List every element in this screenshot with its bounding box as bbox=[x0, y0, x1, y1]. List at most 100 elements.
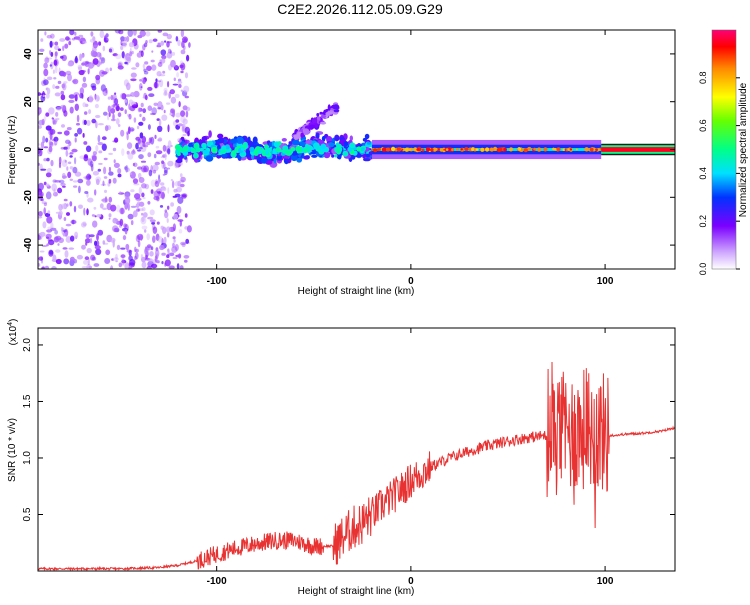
noise-speckle bbox=[129, 259, 136, 266]
noise-speckle bbox=[119, 107, 124, 111]
colorbar-label: Normalized spectral amplitude bbox=[738, 82, 749, 217]
noise-speckle bbox=[155, 145, 160, 149]
noise-speckle bbox=[76, 114, 80, 123]
line-peak bbox=[432, 147, 437, 152]
noise-speckle bbox=[93, 263, 100, 267]
noise-speckle bbox=[178, 253, 182, 259]
noise-speckle bbox=[69, 151, 74, 155]
noise-speckle bbox=[160, 40, 165, 46]
noise-speckle bbox=[47, 76, 53, 81]
noise-speckle bbox=[177, 219, 184, 222]
noise-speckle bbox=[124, 109, 127, 115]
noise-speckle bbox=[40, 38, 44, 42]
noise-speckle bbox=[101, 143, 107, 151]
noise-speckle bbox=[54, 45, 60, 51]
line-peak bbox=[556, 147, 561, 152]
line-peak bbox=[443, 148, 446, 151]
noise-speckle bbox=[57, 48, 62, 51]
noise-speckle bbox=[83, 207, 86, 216]
noise-speckle bbox=[170, 178, 174, 182]
noise-speckle bbox=[148, 93, 155, 97]
line-peak bbox=[552, 147, 555, 151]
noise-speckle bbox=[60, 55, 64, 59]
noise-speckle bbox=[87, 197, 94, 203]
noise-speckle bbox=[68, 247, 75, 250]
spectral-blob bbox=[205, 155, 214, 162]
noise-speckle bbox=[82, 40, 87, 44]
noise-speckle bbox=[43, 181, 47, 186]
noise-speckle bbox=[148, 39, 153, 44]
noise-speckle bbox=[65, 149, 69, 157]
snr-y-multiplier-exponent: 4 bbox=[7, 322, 14, 326]
noise-speckle bbox=[145, 40, 148, 44]
noise-speckle bbox=[63, 198, 68, 202]
noise-speckle bbox=[163, 236, 167, 244]
noise-speckle bbox=[141, 261, 147, 269]
line-peak bbox=[471, 147, 475, 151]
line-peak bbox=[589, 147, 594, 152]
noise-speckle bbox=[94, 245, 101, 250]
noise-speckle bbox=[69, 166, 74, 170]
spectral-blob bbox=[331, 154, 335, 158]
noise-speckle bbox=[62, 71, 67, 77]
noise-speckle bbox=[57, 131, 63, 135]
noise-speckle bbox=[45, 55, 49, 62]
noise-speckle bbox=[69, 178, 74, 181]
noise-speckle bbox=[178, 101, 181, 108]
noise-speckle bbox=[88, 109, 92, 115]
noise-speckle bbox=[150, 246, 154, 251]
noise-speckle bbox=[45, 183, 50, 187]
noise-speckle bbox=[129, 51, 133, 57]
snr-panel: -100 0 100 0.5 1.0 1.5 2.0 Height of straight … bbox=[7, 319, 676, 597]
snr-x-tick-label: 0 bbox=[408, 576, 414, 587]
noise-speckle bbox=[62, 175, 67, 179]
noise-speckle bbox=[153, 81, 159, 89]
noise-speckle bbox=[111, 118, 116, 122]
noise-speckle bbox=[161, 114, 168, 121]
noise-speckle bbox=[167, 232, 170, 238]
noise-speckle bbox=[41, 245, 48, 247]
noise-speckle bbox=[40, 168, 47, 171]
spectral-blob bbox=[288, 141, 293, 145]
spectral-core bbox=[253, 150, 259, 156]
noise-speckle bbox=[108, 171, 114, 176]
noise-speckle bbox=[138, 147, 143, 150]
noise-speckle bbox=[139, 79, 142, 82]
noise-speckle bbox=[62, 185, 66, 188]
noise-speckle bbox=[125, 167, 130, 172]
noise-speckle bbox=[115, 53, 122, 60]
spectral-blob bbox=[281, 138, 287, 142]
noise-speckle bbox=[120, 36, 125, 42]
noise-speckle bbox=[137, 166, 143, 170]
noise-speckle bbox=[135, 203, 140, 209]
noise-speckle bbox=[108, 152, 113, 155]
noise-speckle bbox=[169, 89, 175, 95]
noise-speckle bbox=[54, 119, 58, 123]
noise-speckle bbox=[96, 233, 99, 241]
noise-speckle bbox=[115, 253, 118, 260]
noise-speckle bbox=[48, 145, 53, 153]
noise-speckle bbox=[73, 92, 80, 96]
noise-speckle bbox=[90, 31, 94, 37]
spectrogram-x-tick-label: 0 bbox=[408, 276, 414, 287]
noise-speckle bbox=[155, 179, 158, 184]
noise-speckle bbox=[155, 150, 163, 155]
noise-speckle bbox=[68, 99, 75, 103]
noise-speckle bbox=[92, 44, 98, 49]
noise-speckle bbox=[95, 248, 102, 255]
noise-speckle bbox=[74, 103, 80, 112]
noise-speckle bbox=[113, 227, 119, 233]
noise-speckle bbox=[110, 237, 116, 243]
noise-speckle bbox=[95, 145, 99, 152]
noise-speckle bbox=[89, 38, 96, 43]
line-peak bbox=[509, 147, 513, 151]
noise-speckle bbox=[167, 205, 170, 210]
noise-speckle bbox=[61, 83, 66, 89]
noise-speckle bbox=[140, 165, 147, 173]
noise-speckle bbox=[72, 219, 75, 225]
spectral-blob bbox=[305, 140, 312, 145]
noise-speckle bbox=[160, 104, 164, 111]
noise-speckle bbox=[38, 92, 41, 96]
noise-speckle bbox=[140, 102, 144, 108]
noise-speckle bbox=[161, 160, 165, 164]
